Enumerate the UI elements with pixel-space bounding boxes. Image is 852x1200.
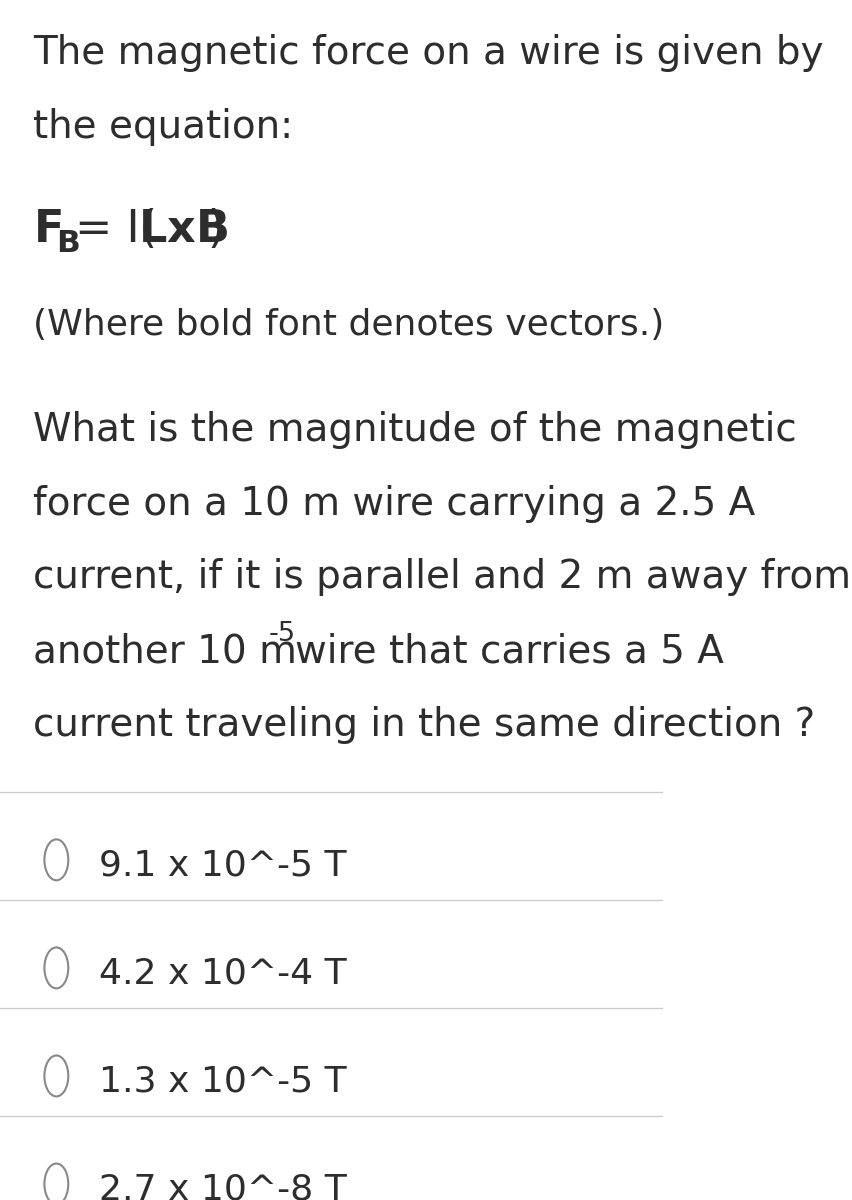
- Text: $\mathbf{F}$: $\mathbf{F}$: [33, 208, 61, 251]
- Text: $\mathbf{LxB}$: $\mathbf{LxB}$: [138, 208, 227, 251]
- Text: 1.3 x 10^-5 T: 1.3 x 10^-5 T: [100, 1064, 347, 1098]
- Text: The magnetic force on a wire is given by: The magnetic force on a wire is given by: [33, 34, 823, 72]
- Text: = I(: = I(: [75, 208, 157, 251]
- Text: -5: -5: [268, 620, 296, 647]
- Text: 9.1 x 10^-5 T: 9.1 x 10^-5 T: [100, 848, 347, 882]
- Text: What is the magnitude of the magnetic: What is the magnitude of the magnetic: [33, 410, 796, 449]
- Text: $\mathbf{B}$: $\mathbf{B}$: [56, 229, 80, 258]
- Text: another 10 m: another 10 m: [33, 632, 309, 671]
- Text: current, if it is parallel and 2 m away from: current, if it is parallel and 2 m away …: [33, 558, 850, 596]
- Text: wire that carries a 5 A: wire that carries a 5 A: [295, 632, 723, 671]
- Text: (Where bold font denotes vectors.): (Where bold font denotes vectors.): [33, 308, 664, 342]
- Text: 2.7 x 10^-8 T: 2.7 x 10^-8 T: [100, 1172, 347, 1200]
- Text: the equation:: the equation:: [33, 108, 293, 146]
- Text: ): ): [207, 208, 225, 251]
- Text: current traveling in the same direction ?: current traveling in the same direction …: [33, 707, 815, 744]
- Text: 4.2 x 10^-4 T: 4.2 x 10^-4 T: [100, 956, 347, 990]
- Text: force on a 10 m wire carrying a 2.5 A: force on a 10 m wire carrying a 2.5 A: [33, 485, 755, 522]
